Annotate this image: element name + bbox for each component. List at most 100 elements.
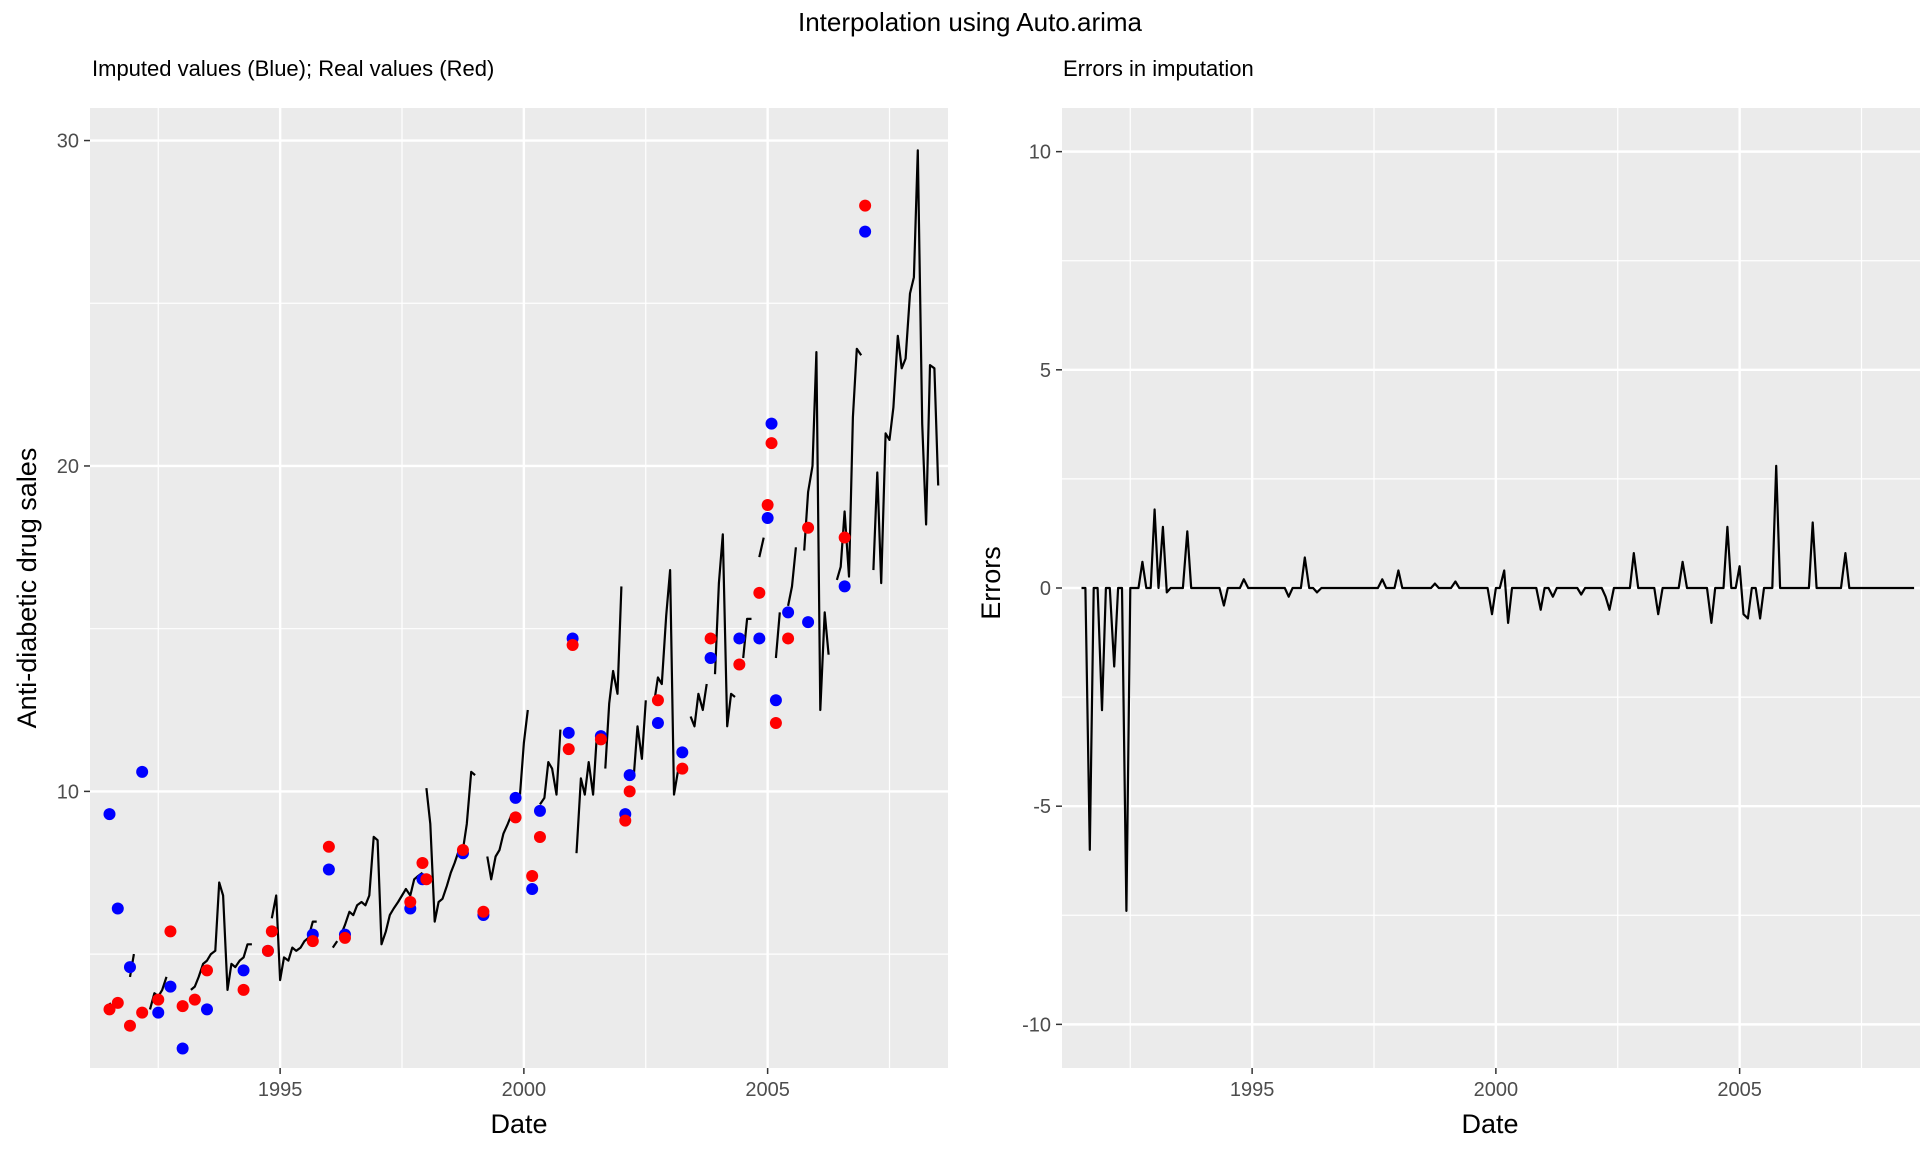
sales-line-segment — [742, 617, 752, 659]
figure-title: Interpolation using Auto.arima — [798, 7, 1143, 37]
imputation-panel: Imputed values (Blue); Real values (Red)… — [12, 56, 948, 1139]
real-point — [338, 931, 351, 944]
real-point — [594, 733, 607, 746]
real-point — [416, 856, 429, 869]
left-plot-background — [90, 108, 948, 1068]
sales-line-segment — [190, 881, 252, 992]
imputed-point — [753, 632, 766, 645]
real-points — [103, 199, 872, 1032]
y-tick-label: -10 — [1022, 1014, 1051, 1036]
real-point — [188, 993, 201, 1006]
imputed-point — [765, 417, 778, 430]
x-tick-label: 2000 — [502, 1079, 547, 1101]
left-x-axis: 1995 2000 2005 — [258, 1068, 790, 1101]
sales-line-segment — [652, 568, 680, 796]
imputed-point — [802, 616, 815, 629]
right-y-axis: -10 -5 0 5 10 — [1022, 142, 1062, 1036]
imputed-point — [562, 726, 575, 739]
real-point — [123, 1019, 136, 1032]
imputed-point — [838, 580, 851, 593]
sales-line-segment — [632, 700, 647, 779]
real-point — [152, 993, 165, 1006]
imputed-point — [103, 808, 116, 821]
sales-line-segment — [803, 351, 830, 712]
real-point — [509, 811, 522, 824]
real-point — [103, 1003, 116, 1016]
right-y-axis-label: Errors — [976, 546, 1006, 620]
left-subtitle: Imputed values (Blue); Real values (Red) — [92, 56, 494, 81]
left-y-axis-label: Anti-diabetic drug sales — [12, 448, 42, 729]
real-point — [838, 531, 851, 544]
imputed-point — [676, 746, 689, 759]
real-point — [176, 1000, 189, 1013]
sales-line-segment — [604, 586, 623, 769]
imputed-point — [859, 225, 872, 238]
errors-series-line — [1081, 464, 1915, 913]
real-point — [623, 785, 636, 798]
sales-line-segment — [758, 537, 765, 558]
y-tick-label: 10 — [1029, 142, 1051, 164]
sales-line-segment — [340, 835, 424, 946]
imputed-point — [136, 765, 149, 778]
real-point — [306, 935, 319, 948]
real-point — [420, 873, 433, 886]
imputed-point — [111, 902, 124, 915]
imputed-point — [533, 804, 546, 817]
real-point — [456, 843, 469, 856]
imputed-point — [651, 717, 664, 730]
real-point — [111, 996, 124, 1009]
real-point — [201, 964, 213, 977]
real-point — [566, 638, 579, 651]
real-point — [765, 437, 778, 450]
real-point — [753, 586, 766, 599]
imputed-point — [176, 1042, 189, 1055]
y-tick-label: 30 — [57, 131, 79, 153]
right-x-axis-label: Date — [1461, 1109, 1518, 1139]
real-point — [237, 983, 250, 996]
x-tick-label: 2005 — [1717, 1079, 1762, 1101]
sales-line-segment — [787, 547, 797, 607]
y-tick-label: -5 — [1033, 796, 1051, 818]
real-point — [859, 199, 872, 212]
imputed-point — [201, 1003, 213, 1016]
imputed-point — [623, 769, 636, 782]
imputed-point — [526, 883, 539, 896]
x-tick-label: 2005 — [745, 1079, 790, 1101]
y-tick-label: 10 — [57, 781, 79, 803]
imputed-point — [782, 606, 795, 619]
real-point — [676, 762, 689, 775]
y-tick-label: 5 — [1040, 360, 1051, 382]
imputed-point — [322, 863, 335, 876]
imputed-point — [509, 791, 522, 804]
sales-line-segment — [575, 732, 599, 854]
left-y-axis: 10 20 30 — [57, 131, 90, 803]
errors-line — [1081, 464, 1915, 913]
x-tick-label: 1995 — [1230, 1079, 1275, 1101]
real-point — [733, 658, 746, 671]
x-tick-label: 1995 — [258, 1079, 303, 1101]
sales-line-segment — [835, 347, 863, 581]
left-sales-line — [108, 149, 940, 1010]
x-tick-label: 2000 — [1474, 1079, 1519, 1101]
real-point — [404, 896, 417, 909]
y-tick-label: 0 — [1040, 578, 1051, 600]
real-point — [261, 944, 274, 957]
real-point — [562, 743, 575, 756]
left-minor-grid — [90, 108, 948, 1068]
imputed-point — [704, 651, 717, 664]
real-point — [526, 870, 539, 882]
imputed-point — [152, 1006, 165, 1019]
real-point — [265, 925, 278, 938]
sales-line-segment — [689, 683, 708, 728]
real-point — [782, 632, 795, 645]
right-subtitle: Errors in imputation — [1063, 56, 1254, 81]
real-point — [619, 814, 632, 827]
sales-line-segment — [539, 729, 562, 806]
real-point — [651, 694, 664, 707]
real-point — [761, 499, 774, 512]
sales-line-segment — [518, 709, 529, 795]
imputed-point — [761, 512, 774, 525]
real-point — [769, 717, 782, 730]
imputed-point — [733, 632, 746, 645]
